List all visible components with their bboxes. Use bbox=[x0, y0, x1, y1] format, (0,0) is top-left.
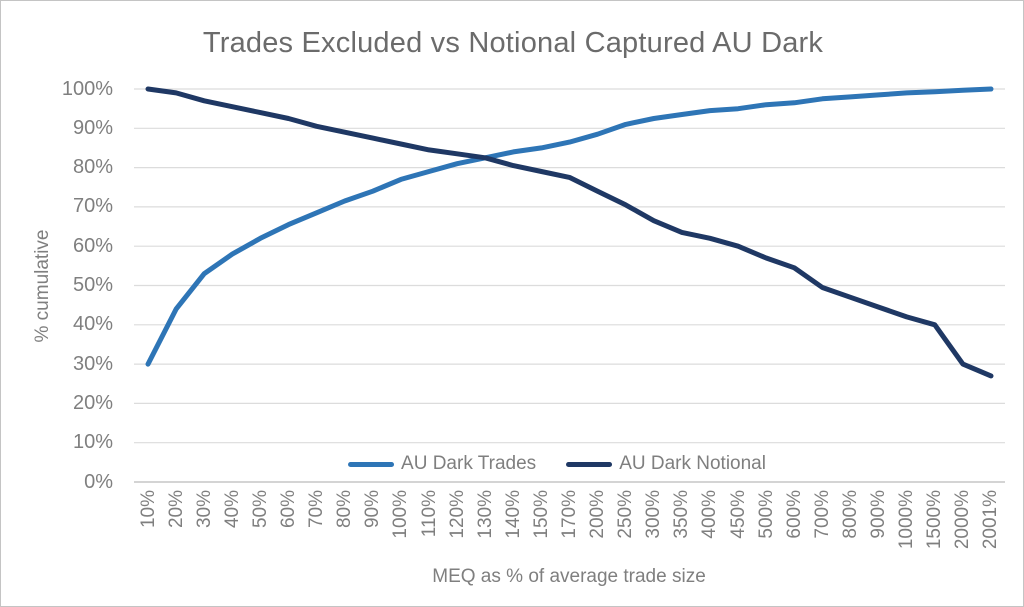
legend-item-au-dark-trades: AU Dark Trades bbox=[348, 453, 536, 475]
legend: AU Dark Trades AU Dark Notional bbox=[348, 453, 766, 475]
x-tick-label: 50% bbox=[249, 490, 271, 529]
x-tick-label: 2000% bbox=[952, 490, 974, 550]
x-tick-label: 300% bbox=[643, 490, 665, 539]
x-tick-label: 250% bbox=[615, 490, 637, 539]
x-tick-label: 100% bbox=[390, 490, 412, 539]
y-tick-label: 30% bbox=[72, 352, 113, 375]
x-axis-title: MEQ as % of average trade size bbox=[432, 566, 706, 587]
x-tick-label: 170% bbox=[559, 490, 580, 539]
x-tick-label: 350% bbox=[671, 490, 693, 539]
y-tick-label: 60% bbox=[72, 234, 113, 257]
x-tick-label: 500% bbox=[755, 490, 777, 539]
x-tick-label: 450% bbox=[727, 490, 749, 539]
x-tick-label: 2001% bbox=[980, 490, 1002, 550]
y-tick-label: 40% bbox=[72, 313, 113, 336]
y-tick-label: 100% bbox=[61, 77, 113, 100]
x-tick-label: 70% bbox=[306, 490, 328, 529]
x-tick-label: 40% bbox=[221, 490, 243, 529]
legend-label: AU Dark Notional bbox=[619, 453, 766, 474]
x-tick-label: 140% bbox=[502, 490, 524, 539]
line-swatch-icon bbox=[566, 461, 613, 467]
x-tick-label: 120% bbox=[446, 490, 468, 539]
x-tick-label: 1000% bbox=[896, 490, 918, 550]
y-tick-label: 10% bbox=[72, 431, 113, 454]
line-swatch-icon bbox=[348, 461, 395, 467]
legend-item-au-dark-notional: AU Dark Notional bbox=[566, 453, 766, 475]
x-tick-label: 60% bbox=[278, 490, 300, 529]
y-tick-label: 50% bbox=[72, 274, 113, 296]
legend-label: AU Dark Trades bbox=[401, 453, 537, 474]
x-tick-label: 700% bbox=[811, 490, 833, 539]
x-tick-label: 150% bbox=[530, 490, 552, 539]
x-tick-label: 110% bbox=[418, 490, 440, 538]
x-tick-label: 130% bbox=[474, 490, 496, 539]
y-tick-label: 0% bbox=[84, 470, 113, 493]
x-tick-label: 800% bbox=[839, 490, 861, 539]
y-tick-label: 70% bbox=[72, 195, 113, 218]
x-tick-label: 200% bbox=[587, 490, 609, 539]
x-tick-label: 10% bbox=[137, 490, 159, 529]
series-line-au-dark-notional bbox=[145, 86, 994, 379]
x-tick-label: 30% bbox=[193, 490, 215, 529]
x-tick-label: 900% bbox=[868, 490, 890, 539]
x-tick-label: 80% bbox=[334, 490, 356, 529]
x-tick-label: 20% bbox=[165, 490, 187, 529]
series-line-au-dark-trades bbox=[145, 86, 994, 367]
y-tick-label: 80% bbox=[72, 156, 113, 179]
chart-title: Trades Excluded vs Notional Captured AU … bbox=[202, 27, 824, 59]
x-tick-label: 400% bbox=[699, 490, 721, 539]
y-tick-label: 20% bbox=[72, 391, 113, 414]
x-tick-label: 600% bbox=[783, 490, 805, 539]
x-tick-label: 1500% bbox=[924, 490, 946, 550]
y-tick-label: 90% bbox=[72, 116, 113, 139]
x-tick-label: 90% bbox=[362, 490, 384, 529]
